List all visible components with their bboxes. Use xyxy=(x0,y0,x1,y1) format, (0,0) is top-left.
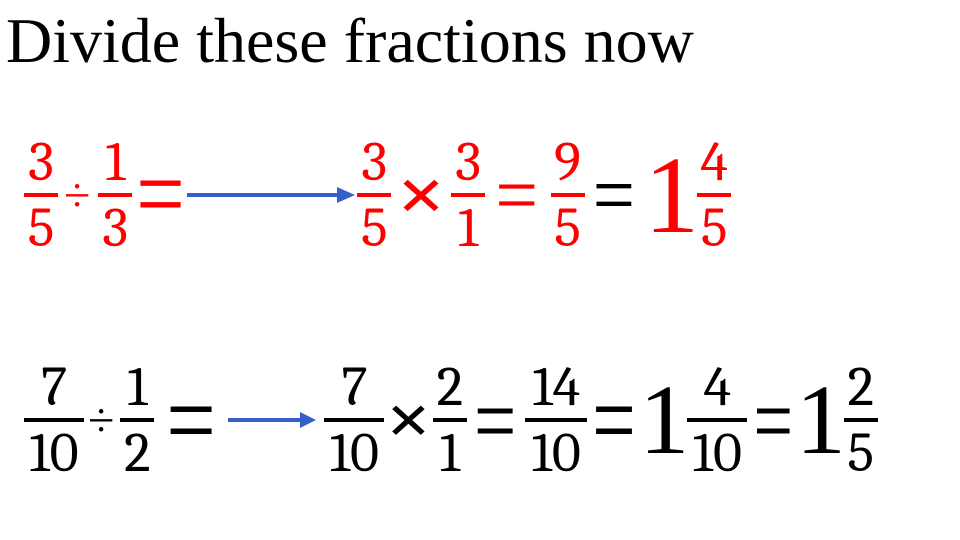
equals-symbol: = xyxy=(496,147,539,244)
denominator: 3 xyxy=(102,200,128,256)
times-symbol: × xyxy=(397,151,445,238)
numerator: 3 xyxy=(361,134,387,190)
denominator: 10 xyxy=(29,425,78,481)
denominator: 10 xyxy=(330,425,379,481)
numerator: 1 xyxy=(127,359,147,415)
fraction-3-over-5: 3 5 xyxy=(24,134,58,256)
equals-symbol: = xyxy=(167,357,217,484)
numerator: 9 xyxy=(554,134,581,190)
whole-part: 1 xyxy=(644,140,699,250)
fraction-3-over-1: 3 1 xyxy=(451,134,485,256)
numerator: 7 xyxy=(341,359,367,415)
numerator: 3 xyxy=(455,134,481,190)
fraction-14-over-10: 14 10 xyxy=(525,359,587,481)
arrow-shaft xyxy=(187,193,339,197)
denominator: 1 xyxy=(458,200,478,256)
equals-symbol: = xyxy=(593,357,636,484)
arrow-head xyxy=(300,412,316,428)
arrow-head xyxy=(337,187,355,203)
numerator: 3 xyxy=(28,134,54,190)
mixed-number-1-2-5: 1 2 5 xyxy=(796,359,878,481)
arrow-icon xyxy=(228,410,318,430)
equals-symbol: = xyxy=(592,145,634,246)
whole-part: 1 xyxy=(639,370,689,470)
denominator: 5 xyxy=(847,425,874,481)
numerator: 2 xyxy=(437,359,463,415)
numerator: 2 xyxy=(847,359,873,415)
mixed-number-1-4-5: 1 4 5 xyxy=(644,134,731,256)
fraction-1-over-3: 1 3 xyxy=(98,134,132,256)
divide-symbol: ÷ xyxy=(64,168,90,223)
fraction-7-over-10: 7 10 xyxy=(24,359,84,481)
denominator: 5 xyxy=(28,200,55,256)
equals-symbol: = xyxy=(136,133,185,257)
whole-part: 1 xyxy=(796,370,846,470)
denominator: 1 xyxy=(440,425,460,481)
page-title: Divide these fractions now xyxy=(6,4,694,78)
fraction-2-over-5: 2 5 xyxy=(844,359,878,481)
denominator: 5 xyxy=(361,200,388,256)
numerator: 7 xyxy=(41,359,67,415)
fraction-7-over-10-b: 7 10 xyxy=(324,359,384,481)
denominator: 10 xyxy=(532,425,581,481)
equals-symbol: = xyxy=(474,363,516,478)
equation-row-2: 7 10 ÷ 1 2 = 7 10 × 2 1 = 14 10 = 1 4 10… xyxy=(24,345,878,495)
denominator: 2 xyxy=(124,425,150,481)
equation-row-1: 3 5 ÷ 1 3 = 3 5 × 3 1 = 9 5 = 1 4 5 xyxy=(24,120,731,270)
fraction-2-over-1: 2 1 xyxy=(433,359,467,481)
mixed-number-1-4-10: 1 4 10 xyxy=(639,359,747,481)
divide-symbol: ÷ xyxy=(88,393,114,448)
numerator: 4 xyxy=(704,359,732,415)
fraction-1-over-2: 1 2 xyxy=(120,359,154,481)
fraction-4-over-5: 4 5 xyxy=(697,134,731,256)
fraction-4-over-10: 4 10 xyxy=(687,359,747,481)
times-symbol: × xyxy=(386,380,430,461)
equals-symbol: = xyxy=(754,363,793,478)
fraction-3-over-5-b: 3 5 xyxy=(357,134,391,256)
denominator: 5 xyxy=(701,200,728,256)
arrow-shaft xyxy=(228,418,302,422)
denominator: 10 xyxy=(693,425,742,481)
numerator: 14 xyxy=(532,359,580,415)
fraction-9-over-5: 9 5 xyxy=(551,134,585,256)
arrow-icon xyxy=(187,185,357,205)
numerator: 4 xyxy=(700,134,728,190)
numerator: 1 xyxy=(105,134,125,190)
denominator: 5 xyxy=(554,200,581,256)
